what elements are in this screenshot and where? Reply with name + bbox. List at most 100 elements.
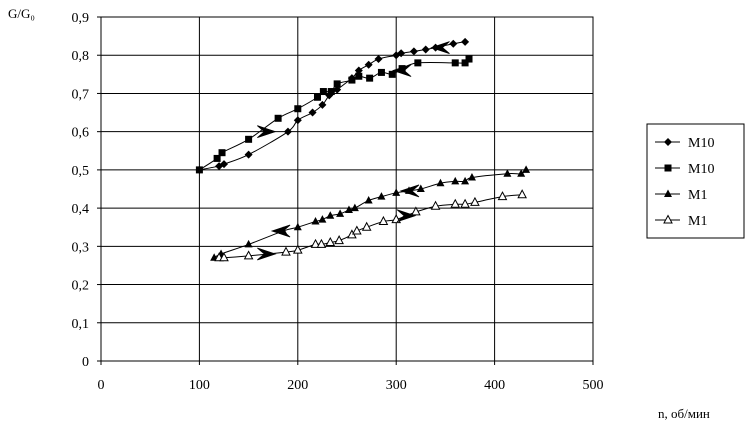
y-tick-label: 0: [82, 355, 89, 370]
data-point-series-2: [348, 76, 356, 84]
data-point-series-2: [218, 149, 226, 157]
data-point-series-1: [354, 66, 363, 75]
legend-label: M10: [688, 162, 714, 177]
data-point-series-4: [316, 238, 327, 248]
y-tick-label: 0,3: [72, 240, 90, 255]
direction-arrow: [257, 247, 277, 261]
data-point-series-2: [327, 88, 335, 96]
data-point-series-2: [355, 72, 363, 80]
data-point-series-1: [364, 60, 373, 69]
data-point-series-1: [293, 116, 302, 125]
data-point-series-1: [421, 45, 430, 54]
data-point-series-4: [325, 236, 336, 247]
data-point-series-2: [195, 166, 203, 174]
data-point-series-1: [461, 37, 470, 46]
data-point-series-1: [333, 85, 342, 94]
x-tick-label: 0: [98, 378, 105, 393]
legend: M10 M10 M1 M1: [646, 123, 745, 239]
data-point-series-4: [281, 246, 291, 256]
data-point-series-2: [451, 59, 459, 67]
data-point-series-3: [326, 211, 335, 219]
grid: [101, 17, 593, 361]
data-point-series-1: [409, 47, 418, 56]
data-point-series-4: [334, 235, 344, 245]
trend-curves: [199, 41, 527, 259]
direction-arrow: [270, 224, 291, 238]
direction-arrow: [396, 209, 417, 223]
data-point-series-2: [465, 55, 473, 63]
data-point-series-3: [503, 169, 512, 177]
data-point-series-1: [244, 150, 253, 159]
x-tick-label: 200: [287, 378, 308, 393]
y-tick-label: 0,2: [72, 279, 90, 294]
legend-marker: [664, 164, 672, 172]
plot-frame: [100, 16, 594, 362]
data-point-series-3: [377, 192, 386, 200]
data-point-series-2: [213, 154, 221, 162]
legend-box: [646, 123, 745, 239]
data-point-series-4: [460, 198, 470, 208]
data-point-series-2: [377, 68, 385, 76]
data-point-series-2: [294, 105, 302, 113]
legend-marker: [664, 189, 672, 197]
data-point-series-4: [243, 250, 254, 260]
data-point-series-4: [378, 215, 389, 225]
data-point-series-4: [497, 191, 508, 201]
data-point-series-4: [411, 206, 421, 216]
data-point-series-3: [392, 188, 401, 196]
data-point-series-3: [293, 222, 302, 231]
data-point-series-3: [336, 209, 345, 217]
y-tick-label: 0,1: [72, 317, 90, 332]
data-point-series-2: [319, 88, 327, 96]
y-tick-label: 0,7: [72, 87, 90, 102]
y-axis-title: G/G₀: [8, 6, 35, 21]
x-tick-label: 400: [484, 378, 505, 393]
data-point-series-4: [361, 221, 372, 231]
data-point-series-3: [344, 205, 353, 214]
data-point-series-1: [374, 55, 383, 64]
data-point-series-4: [450, 198, 461, 208]
data-point-series-4: [310, 238, 321, 248]
data-point-series-3: [451, 176, 460, 185]
data-point-series-2: [333, 80, 341, 88]
series-curve-3: [213, 169, 527, 259]
legend-marker: [664, 138, 672, 146]
series-curve-1: [199, 41, 466, 171]
data-point-series-1: [318, 100, 327, 109]
x-tick-label: 500: [583, 378, 604, 393]
data-point-series-3: [522, 165, 531, 173]
y-tick-label: 0,8: [72, 49, 90, 64]
data-point-series-3: [364, 195, 373, 204]
data-point-series-3: [311, 216, 320, 225]
data-point-series-1: [449, 39, 458, 48]
data-point-series-3: [467, 173, 476, 181]
legend-marker: [663, 214, 673, 224]
data-point-series-3: [517, 169, 526, 177]
data-point-series-3: [461, 176, 470, 185]
data-point-series-3: [436, 178, 445, 187]
x-axis-title: n, об/мин: [658, 406, 710, 421]
direction-arrow: [399, 184, 420, 198]
data-point-series-1: [220, 160, 228, 169]
tick-labels: 0 0,1 0,2 0,3 0,4 0,5 0,6 0,7 0,8 0,9 0 100 200 300 40…: [72, 11, 604, 393]
data-point-series-4: [430, 200, 441, 210]
direction-arrow: [257, 125, 277, 139]
data-point-series-4: [219, 252, 229, 262]
data-point-series-3: [318, 215, 327, 223]
y-tick-label: 0,5: [72, 164, 90, 179]
data-point-series-2: [388, 70, 396, 78]
axes: [100, 16, 594, 362]
data-point-series-2: [274, 114, 282, 122]
data-point-series-3: [244, 239, 253, 248]
data-point-series-4: [470, 196, 480, 206]
y-tick-label: 0,4: [72, 202, 90, 217]
direction-arrows: [257, 41, 450, 261]
data-point-series-4: [292, 244, 303, 254]
data-point-series-2: [461, 59, 469, 67]
data-point-series-4: [517, 189, 527, 199]
data-point-series-3: [350, 203, 359, 212]
data-point-series-1: [397, 49, 406, 58]
data-point-series-2: [366, 74, 374, 82]
data-point-series-4: [352, 225, 362, 235]
y-tick-label: 0,9: [72, 11, 90, 26]
